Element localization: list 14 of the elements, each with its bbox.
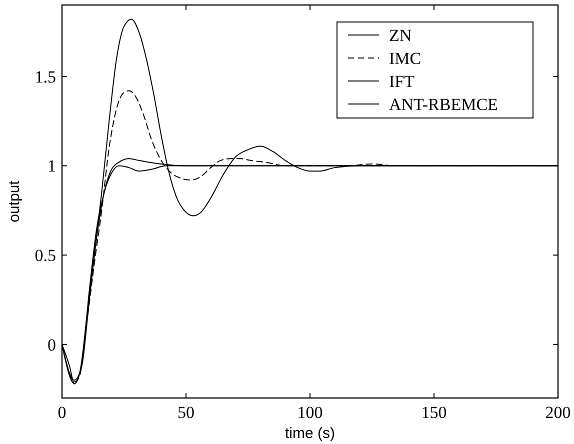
x-tick-label: 100 xyxy=(297,403,323,422)
y-tick-label: 0 xyxy=(48,335,56,354)
y-tick-label: 0.5 xyxy=(34,246,56,266)
x-tick-label: 150 xyxy=(421,403,447,422)
y-tick-label: 1 xyxy=(48,156,56,176)
y-axis-title: output xyxy=(6,180,23,222)
x-axis-title: time (s) xyxy=(285,425,335,442)
legend-label: ANT-RBEMCE xyxy=(389,94,498,114)
x-tick-label: 50 xyxy=(178,403,194,422)
y-tick-label: 1.5 xyxy=(34,67,56,86)
x-tick-label: 200 xyxy=(545,403,571,422)
legend-label: IMC xyxy=(389,48,422,68)
legend-label: IFT xyxy=(389,72,416,91)
legend-label: ZN xyxy=(389,26,412,45)
